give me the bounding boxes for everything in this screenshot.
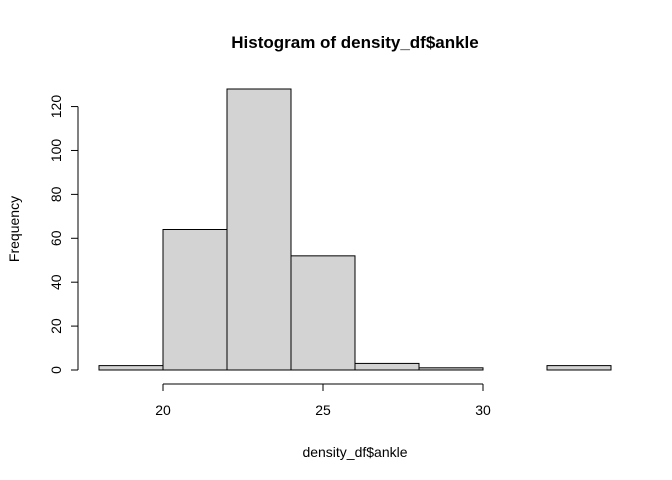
y-axis: 0 20 40 60 80 100 120 bbox=[48, 95, 79, 374]
histogram-bar-4 bbox=[354, 362, 420, 371]
histogram-bar-0 bbox=[98, 365, 164, 371]
y-tick-label-60: 60 bbox=[48, 230, 64, 246]
y-tick-label-40: 40 bbox=[48, 274, 64, 290]
x-tick-label-25: 25 bbox=[315, 402, 331, 418]
y-tick-label-80: 80 bbox=[48, 186, 64, 202]
histogram-bar-2 bbox=[226, 88, 292, 371]
y-tick-label-20: 20 bbox=[48, 318, 64, 334]
histogram-bar-3 bbox=[290, 255, 356, 371]
x-axis-label: density_df$ankle bbox=[302, 444, 407, 460]
histogram-bar-5 bbox=[418, 367, 484, 371]
bars-group bbox=[98, 88, 612, 371]
y-tick-label-100: 100 bbox=[48, 139, 64, 163]
y-tick-label-120: 120 bbox=[48, 95, 64, 119]
y-axis-label: Frequency bbox=[6, 196, 22, 262]
chart-title: Histogram of density_df$ankle bbox=[231, 33, 479, 52]
x-tick-label-20: 20 bbox=[155, 402, 171, 418]
x-tick-label-30: 30 bbox=[475, 402, 491, 418]
histogram-bar-7 bbox=[546, 365, 612, 371]
histogram-bar-1 bbox=[162, 229, 228, 371]
y-tick-label-0: 0 bbox=[48, 366, 64, 374]
x-axis: 20 25 30 bbox=[155, 383, 491, 418]
